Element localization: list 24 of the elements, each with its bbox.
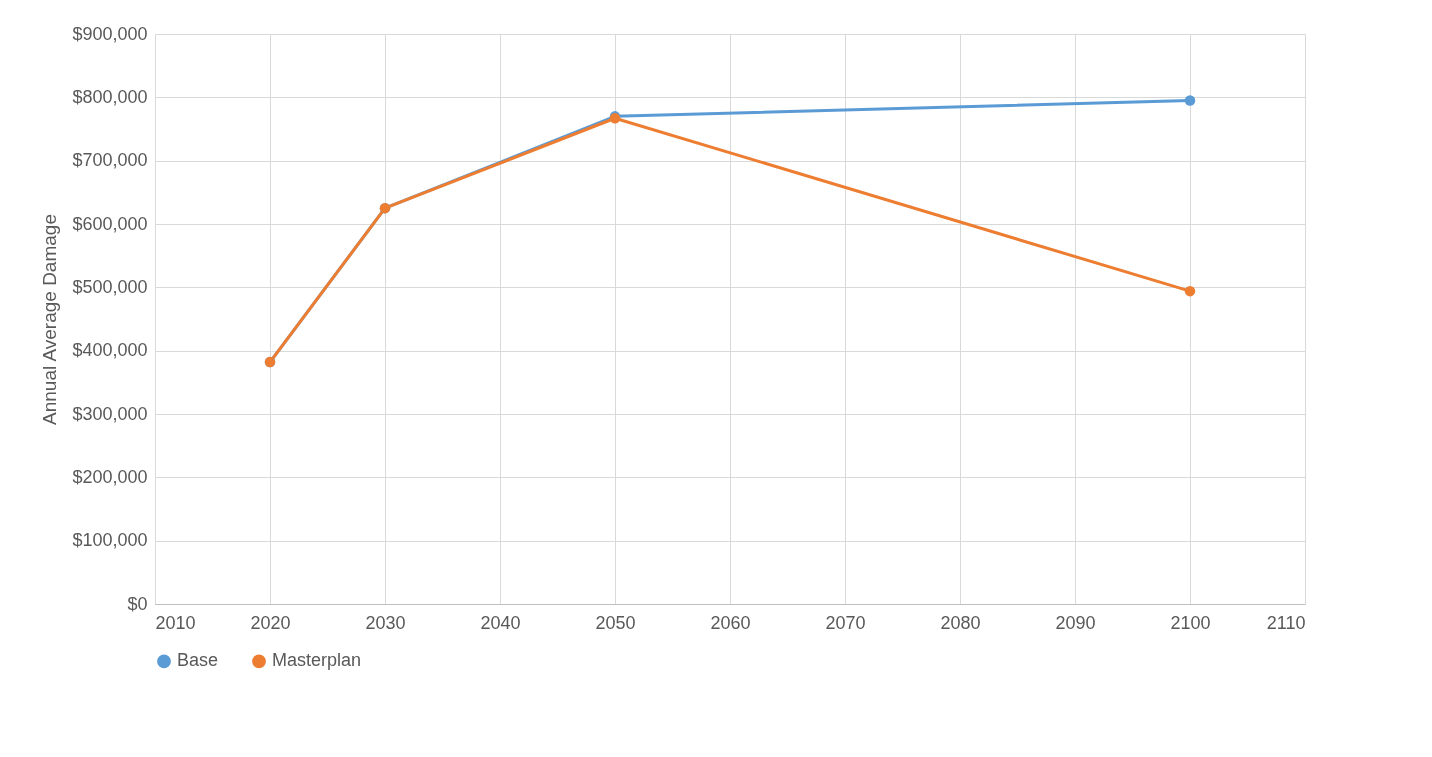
y-tick-label: $0 bbox=[127, 593, 148, 614]
legend-label: Base bbox=[177, 650, 219, 671]
x-tick-label: 2090 bbox=[1055, 612, 1096, 633]
y-tick-label: $900,000 bbox=[72, 23, 148, 44]
x-tick-label: 2060 bbox=[710, 612, 751, 633]
y-tick-label: $600,000 bbox=[72, 213, 148, 234]
legend-label: Masterplan bbox=[272, 650, 362, 671]
x-tick-label: 2110 bbox=[1266, 612, 1306, 633]
x-tick-label: 2010 bbox=[155, 612, 196, 633]
x-tick-label: 2040 bbox=[480, 612, 521, 633]
x-tick-label: 2030 bbox=[365, 612, 406, 633]
y-axis-title: Annual Average Damage bbox=[39, 214, 61, 425]
y-tick-label: $700,000 bbox=[72, 150, 148, 171]
x-tick-label: 2080 bbox=[940, 612, 981, 633]
y-tick-label: $100,000 bbox=[72, 530, 148, 551]
x-tick-label: 2100 bbox=[1170, 612, 1211, 633]
y-tick-label: $300,000 bbox=[72, 403, 148, 424]
x-tick-label: 2050 bbox=[595, 612, 636, 633]
y-tick-label: $800,000 bbox=[72, 86, 148, 107]
y-tick-label: $200,000 bbox=[72, 466, 148, 487]
y-tick-label: $500,000 bbox=[72, 276, 148, 297]
x-tick-label: 2070 bbox=[825, 612, 866, 633]
y-tick-label: $400,000 bbox=[72, 340, 148, 361]
x-tick-label: 2020 bbox=[250, 612, 291, 633]
